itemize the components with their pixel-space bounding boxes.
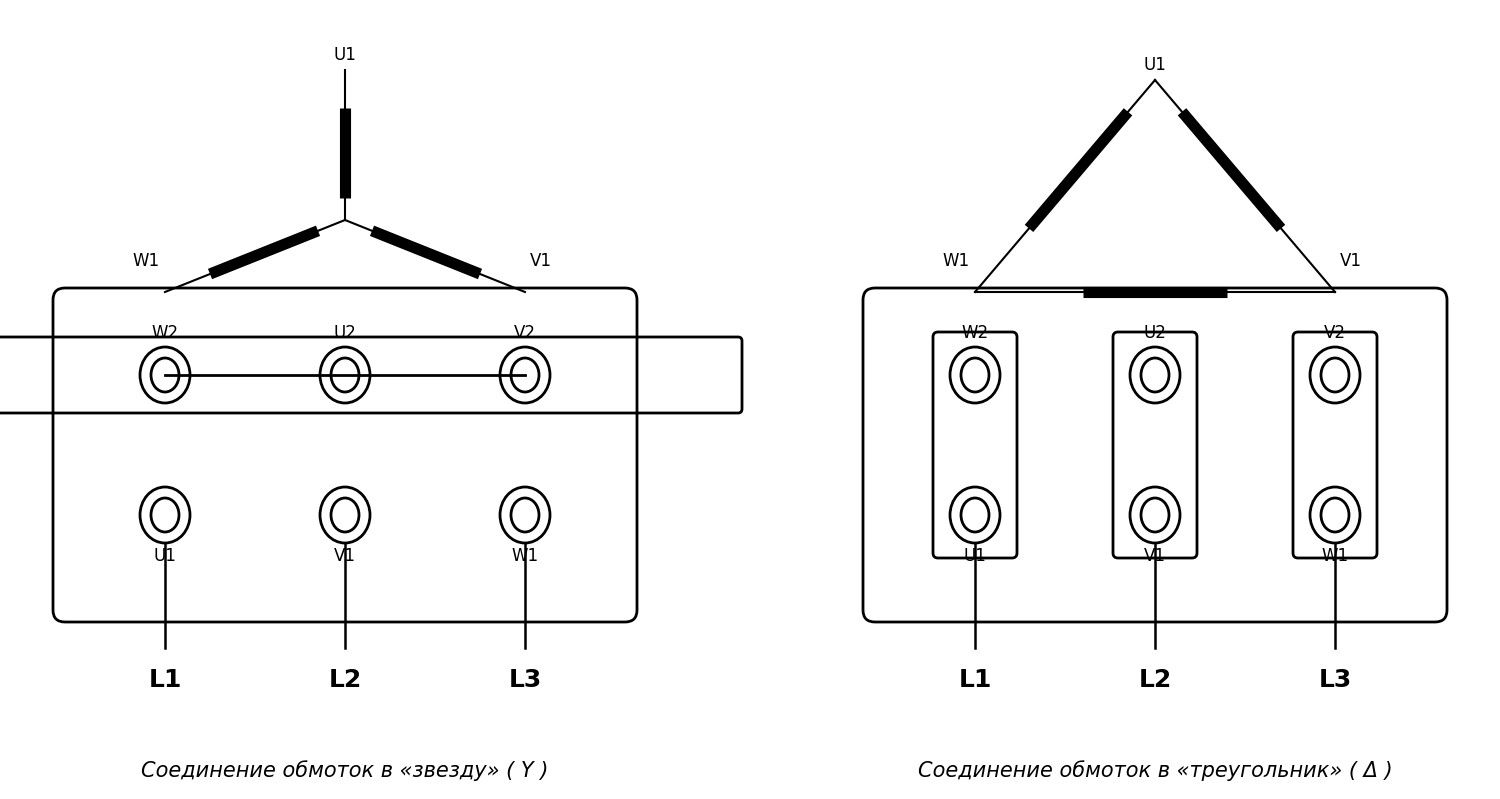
Text: L3: L3 — [509, 668, 542, 692]
Text: L1: L1 — [958, 668, 992, 692]
FancyBboxPatch shape — [53, 288, 638, 622]
Text: W2: W2 — [152, 324, 178, 342]
Text: W2: W2 — [962, 324, 988, 342]
Text: L1: L1 — [148, 668, 182, 692]
FancyBboxPatch shape — [1293, 332, 1377, 558]
Text: L2: L2 — [328, 668, 362, 692]
Text: V1: V1 — [1340, 252, 1362, 270]
Text: W1: W1 — [944, 252, 970, 270]
Text: U1: U1 — [153, 547, 177, 565]
Text: U2: U2 — [333, 324, 357, 342]
FancyBboxPatch shape — [1113, 332, 1197, 558]
Text: Соединение обмоток в «треугольник» ( Δ ): Соединение обмоток в «треугольник» ( Δ ) — [918, 760, 1392, 781]
Text: W1: W1 — [134, 252, 160, 270]
FancyBboxPatch shape — [862, 288, 1448, 622]
Text: V1: V1 — [1144, 547, 1166, 565]
Text: V2: V2 — [1324, 324, 1346, 342]
Text: L2: L2 — [1138, 668, 1172, 692]
Text: U1: U1 — [963, 547, 987, 565]
Text: V1: V1 — [334, 547, 356, 565]
Text: W1: W1 — [1322, 547, 1348, 565]
Text: U1: U1 — [1143, 56, 1167, 74]
Text: U1: U1 — [333, 46, 357, 64]
FancyBboxPatch shape — [933, 332, 1017, 558]
Text: V2: V2 — [514, 324, 535, 342]
Text: L3: L3 — [1318, 668, 1352, 692]
Text: W1: W1 — [512, 547, 538, 565]
Text: Соединение обмоток в «звезду» ( Y ): Соединение обмоток в «звезду» ( Y ) — [141, 760, 549, 781]
Text: U2: U2 — [1143, 324, 1167, 342]
Text: V1: V1 — [530, 252, 552, 270]
